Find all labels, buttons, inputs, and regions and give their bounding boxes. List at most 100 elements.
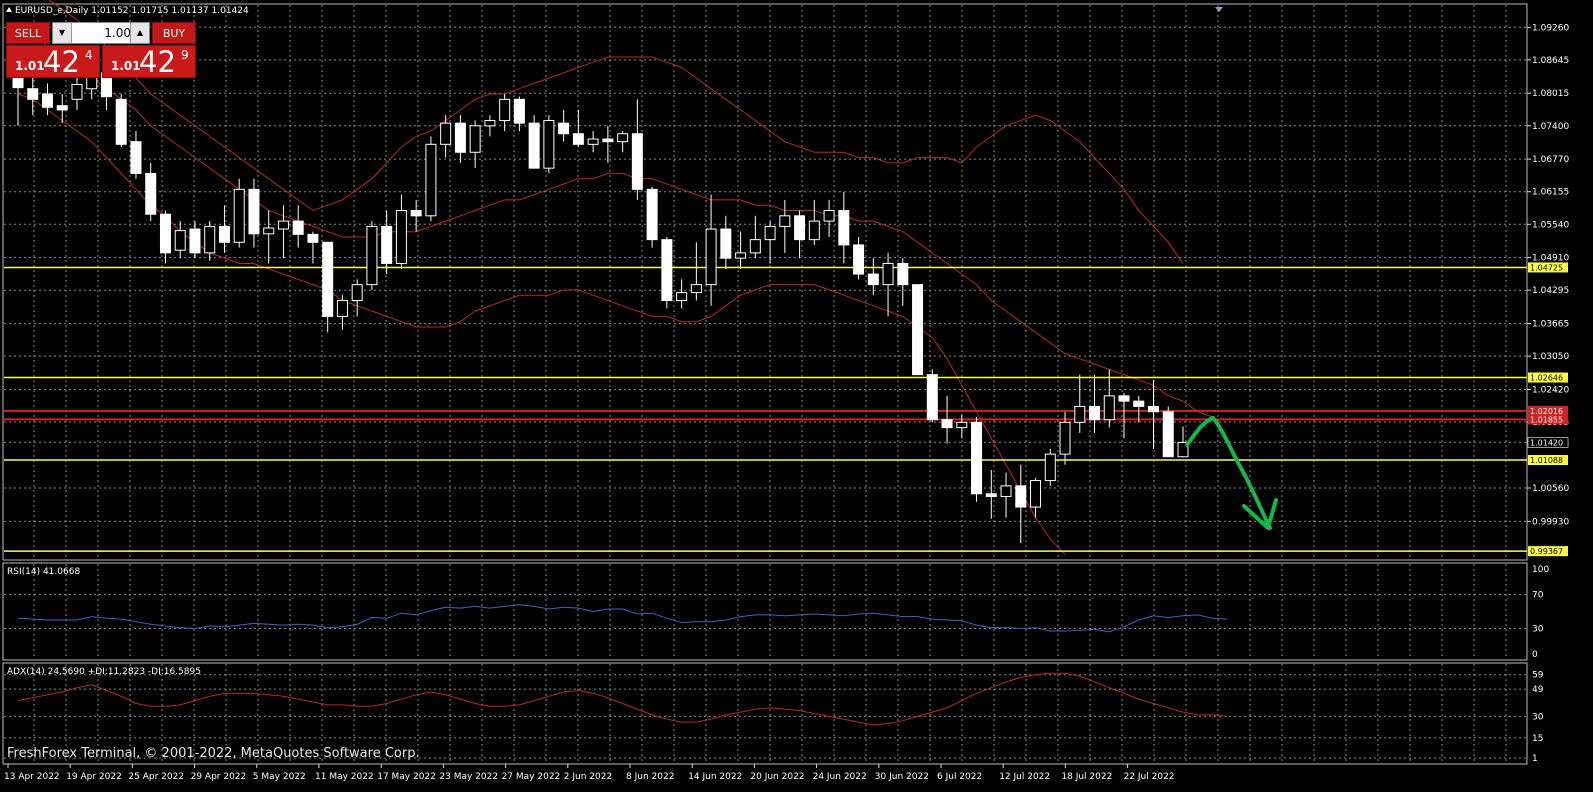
date-axis-label: 20 Jun 2022	[750, 772, 804, 782]
candle-body	[1162, 411, 1174, 458]
date-axis-label: 29 Apr 2022	[191, 772, 247, 782]
candle-body	[395, 210, 407, 264]
price-scale-label: 1.09260	[1532, 23, 1569, 33]
candle	[1103, 369, 1115, 428]
candle	[764, 221, 776, 264]
candle-body	[558, 122, 570, 135]
price-scale-label: 1.06770	[1532, 155, 1569, 165]
candle	[263, 210, 275, 264]
candle	[867, 258, 879, 296]
buy-button[interactable]: BUY	[152, 22, 196, 44]
candle-body	[56, 105, 68, 111]
candle	[292, 205, 304, 248]
candle	[115, 94, 127, 147]
candle	[395, 194, 407, 269]
date-axis-label: 18 Jul 2022	[1061, 772, 1112, 782]
candle-body	[513, 98, 525, 124]
candle	[985, 469, 997, 519]
candle	[381, 210, 393, 275]
candle	[1059, 411, 1071, 465]
lot-input[interactable]	[73, 23, 133, 43]
date-axis-label: 25 Apr 2022	[128, 772, 184, 782]
candle-body	[425, 143, 437, 217]
level-price-label: 1.02646	[1530, 374, 1563, 383]
candle-body	[454, 122, 466, 153]
candle-body	[233, 188, 245, 243]
candle	[469, 120, 481, 169]
candle	[425, 136, 437, 222]
level-price-tag	[1528, 414, 1568, 425]
sell-button[interactable]: SELL	[6, 22, 50, 44]
candle-body	[631, 133, 643, 190]
date-axis-label: 24 Jun 2022	[813, 772, 867, 782]
adx-label: ADX(14) 24.5690 +DI:11.2823 -DI:16.5895	[7, 667, 201, 677]
candle-body	[897, 262, 909, 286]
candle-body	[985, 493, 997, 497]
candle-body	[336, 300, 348, 317]
candle-body	[971, 421, 983, 495]
candle	[690, 242, 702, 301]
candle	[661, 236, 673, 309]
candle-body	[307, 233, 319, 243]
candle-body	[853, 244, 865, 275]
candle-body	[779, 215, 791, 227]
candle	[912, 284, 924, 376]
date-axis-label: 19 Apr 2022	[66, 772, 122, 782]
candle	[941, 395, 953, 444]
buy-quote-pips: 42	[139, 45, 176, 79]
date-axis-label: 30 Jun 2022	[875, 772, 929, 782]
candle	[145, 162, 157, 222]
adx-panel-frame	[2, 662, 1528, 765]
lot-decrease-button[interactable]: ▼	[53, 23, 72, 43]
candle-body	[277, 220, 289, 230]
candle	[130, 131, 142, 179]
candle	[602, 125, 614, 163]
chart-menu-icon	[6, 7, 12, 12]
price-scale-label: 1.03050	[1532, 352, 1569, 362]
rsi-label: RSI(14) 41.0668	[7, 567, 80, 577]
candle	[56, 94, 68, 124]
sell-quote[interactable]: 1.01 42 4	[6, 45, 100, 79]
candle	[189, 221, 201, 259]
price-scale-label: 1.08015	[1532, 89, 1569, 99]
forecast-arrow-line	[1185, 415, 1272, 530]
bollinger-middle-band	[17, 24, 1213, 418]
candle-body	[926, 374, 938, 421]
candle	[808, 199, 820, 245]
candle-body	[602, 138, 614, 143]
current-price-tag	[1527, 437, 1569, 448]
candle	[543, 115, 555, 174]
chart-shift-marker	[1215, 7, 1223, 12]
price-scale-label: 1.04295	[1532, 286, 1569, 296]
candle-body	[189, 228, 201, 254]
level-price-label: 1.01088	[1530, 456, 1563, 465]
date-axis-label: 11 May 2022	[315, 772, 374, 782]
candle-body	[838, 210, 850, 246]
candle	[587, 131, 599, 153]
level-price-label: 0.99367	[1530, 547, 1563, 556]
lot-stepper[interactable]: ▼ ▲	[52, 22, 150, 44]
candle-body	[572, 133, 584, 145]
buy-quote[interactable]: 1.01 42 9	[102, 45, 196, 79]
candle	[1015, 464, 1027, 544]
level-price-label: 1.02016	[1530, 407, 1563, 416]
adx-line	[17, 672, 1228, 726]
lot-increase-button[interactable]: ▲	[130, 23, 149, 43]
candle-body	[1015, 485, 1027, 508]
price-scale-label: 1.06155	[1532, 188, 1569, 198]
price-scale-label: 1.03665	[1532, 320, 1569, 330]
date-axis-label: 5 May 2022	[253, 772, 306, 782]
candle-body	[381, 225, 393, 264]
candle-body	[1133, 400, 1145, 407]
candle-body	[130, 141, 142, 174]
candle	[233, 178, 245, 248]
candle	[1044, 448, 1056, 486]
candle	[617, 131, 629, 153]
candle-body	[41, 93, 53, 108]
candle-body	[764, 225, 776, 241]
bollinger-lower-band	[17, 93, 1066, 556]
candle-body	[1148, 405, 1160, 413]
candle	[159, 210, 171, 264]
candle	[646, 186, 658, 248]
